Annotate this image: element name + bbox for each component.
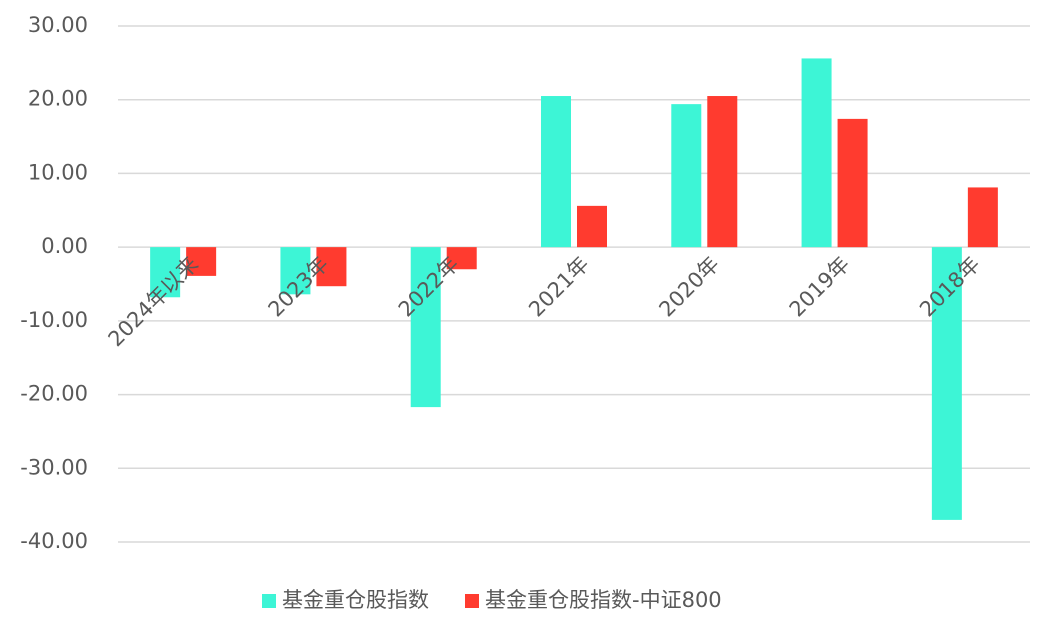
bar <box>446 247 477 270</box>
y-tick-label: 10.00 <box>28 160 88 184</box>
bar <box>801 58 832 248</box>
bar <box>280 247 311 295</box>
bar <box>707 96 738 248</box>
y-tick-label: 30.00 <box>28 13 88 37</box>
bar <box>541 96 571 248</box>
bar <box>410 247 441 408</box>
bar <box>967 187 998 248</box>
x-tick-label: 2021年 <box>524 252 594 322</box>
bar <box>186 247 217 276</box>
bar <box>671 104 702 248</box>
bar <box>577 205 607 248</box>
y-tick-label: 0.00 <box>41 234 88 258</box>
legend-label: 基金重仓股指数-中证800 <box>485 588 722 612</box>
legend-swatch <box>262 594 276 608</box>
legend-swatch <box>465 594 479 608</box>
y-tick-label: 20.00 <box>28 87 88 111</box>
bar <box>316 247 347 287</box>
y-tick-label: -40.00 <box>20 529 88 553</box>
y-tick-label: -20.00 <box>20 382 88 406</box>
y-tick-label: -10.00 <box>20 308 88 332</box>
y-tick-label: -30.00 <box>20 455 88 479</box>
legend-label: 基金重仓股指数 <box>282 588 429 612</box>
x-tick-label: 2020年 <box>654 252 724 322</box>
bar <box>150 247 181 298</box>
bar <box>837 118 868 248</box>
bar <box>931 247 962 520</box>
x-tick-label: 2019年 <box>785 252 855 322</box>
